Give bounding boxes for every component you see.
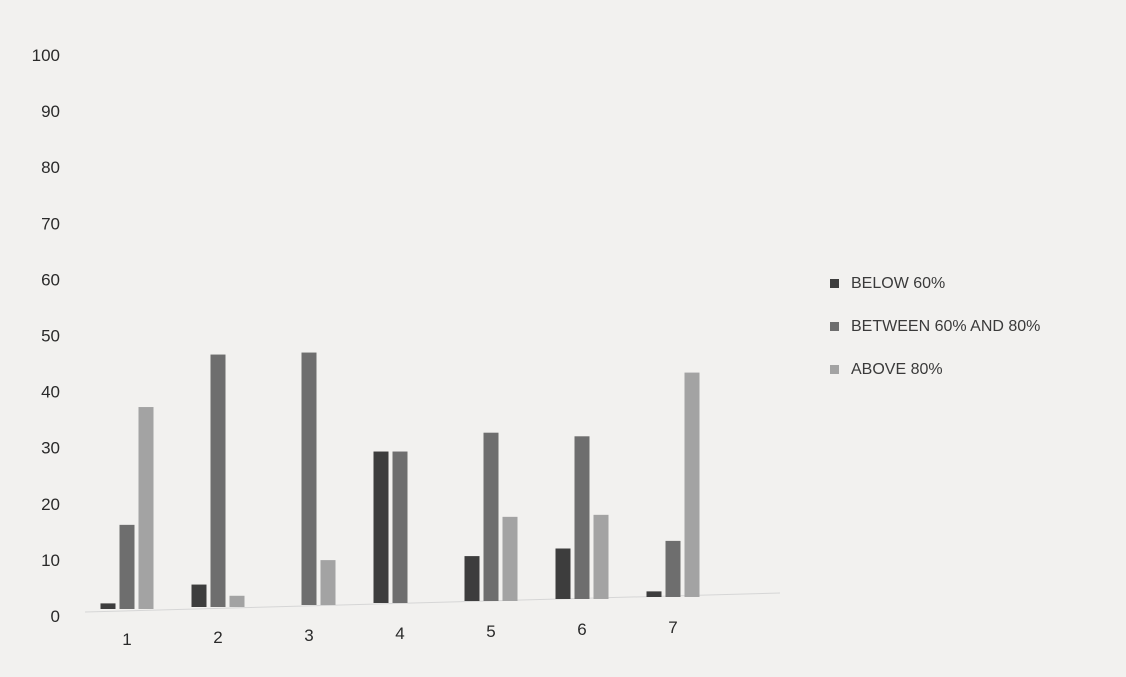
legend-swatch-between-60-80 xyxy=(830,322,839,331)
y-tick-label: 20 xyxy=(41,495,60,514)
legend-item-above-80: ABOVE 80% xyxy=(830,348,1040,391)
x-tick-label: 5 xyxy=(486,622,495,641)
y-tick-label: 60 xyxy=(41,270,60,289)
x-tick-label: 2 xyxy=(213,628,222,647)
bar-below-60 xyxy=(646,591,662,597)
y-tick-label: 100 xyxy=(32,46,60,65)
legend-item-between-60-80: BETWEEN 60% AND 80% xyxy=(830,305,1040,348)
bar-between-60-80 xyxy=(574,436,590,599)
y-axis: 0 10 20 30 40 50 60 70 80 90 100 xyxy=(32,46,60,626)
bar-between-60-80 xyxy=(483,432,499,601)
x-axis: 1 2 3 4 5 6 7 xyxy=(122,618,677,649)
x-axis-baseline xyxy=(84,592,781,613)
legend-swatch-below-60 xyxy=(830,279,839,288)
bar-between-60-80 xyxy=(119,524,135,609)
bar-between-60-80 xyxy=(301,352,317,605)
bar-below-60 xyxy=(373,451,389,603)
bar-below-60 xyxy=(191,584,207,607)
x-tick-label: 3 xyxy=(304,626,313,645)
bar-below-60 xyxy=(555,548,571,599)
x-tick-label: 6 xyxy=(577,620,586,639)
y-tick-label: 0 xyxy=(51,607,60,626)
bar-above-80 xyxy=(502,516,518,601)
y-tick-label: 90 xyxy=(41,102,60,121)
bar-between-60-80 xyxy=(392,451,408,603)
legend: BELOW 60% BETWEEN 60% AND 80% ABOVE 80% xyxy=(830,262,1040,391)
y-tick-label: 70 xyxy=(41,214,60,233)
y-tick-label: 80 xyxy=(41,158,60,177)
bar-above-80 xyxy=(138,407,154,609)
legend-label-above-80: ABOVE 80% xyxy=(851,360,943,378)
bar-between-60-80 xyxy=(210,354,226,607)
y-tick-label: 30 xyxy=(41,439,60,458)
y-tick-label: 50 xyxy=(41,327,60,346)
bar-between-60-80 xyxy=(665,540,681,597)
legend-item-below-60: BELOW 60% xyxy=(830,262,1040,305)
bars xyxy=(100,352,700,609)
y-tick-label: 10 xyxy=(41,551,60,570)
x-tick-label: 4 xyxy=(395,624,404,643)
bar-above-80 xyxy=(684,372,700,597)
bar-below-60 xyxy=(464,556,480,601)
bar-above-80 xyxy=(320,560,336,605)
legend-label-between-60-80: BETWEEN 60% AND 80% xyxy=(851,317,1041,335)
legend-swatch-above-80 xyxy=(830,365,839,374)
bar-above-80 xyxy=(229,595,245,607)
y-tick-label: 40 xyxy=(41,383,60,402)
bar-below-60 xyxy=(100,603,116,609)
bar-above-80 xyxy=(593,514,609,599)
x-tick-label: 7 xyxy=(668,618,677,637)
legend-label-below-60: BELOW 60% xyxy=(851,274,946,292)
x-tick-label: 1 xyxy=(122,630,131,649)
